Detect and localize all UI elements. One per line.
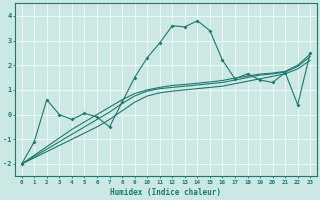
X-axis label: Humidex (Indice chaleur): Humidex (Indice chaleur): [110, 188, 221, 197]
